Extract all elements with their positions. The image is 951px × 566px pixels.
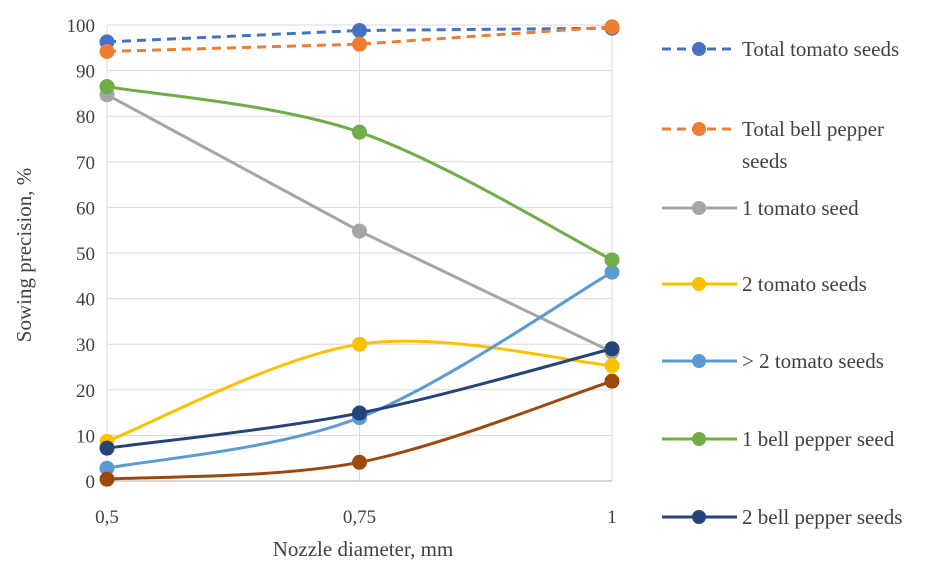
legend-label: 1 bell pepper seed	[742, 427, 895, 451]
data-point	[604, 341, 620, 357]
series-line	[106, 25, 613, 53]
y-axis-ticks: 0 10 20 30 40 50 60 70 80 90 100	[67, 16, 96, 493]
y-tick-label: 40	[76, 290, 95, 311]
legend-marker	[692, 510, 706, 524]
y-tick-label: 10	[76, 426, 95, 447]
data-point	[99, 440, 115, 456]
x-tick-label: 0,5	[95, 507, 119, 528]
y-tick-label: 70	[76, 153, 95, 174]
legend-label: > 2 tomato seeds	[742, 349, 884, 373]
legend-label: Total bell pepper seeds	[742, 117, 884, 173]
x-tick-label: 1	[607, 507, 617, 528]
legend-marker	[692, 42, 706, 56]
y-tick-label: 50	[76, 244, 95, 265]
data-point	[99, 43, 115, 59]
y-tick-label: 100	[67, 16, 96, 37]
data-point	[352, 454, 367, 470]
legend-marker	[692, 354, 706, 368]
legend-label: Total tomato seeds	[742, 37, 899, 61]
data-point	[604, 373, 620, 389]
y-tick-label: 30	[76, 335, 95, 356]
caption-fragment: r	[0, 0, 7, 3]
series-group	[99, 19, 620, 487]
legend-marker	[692, 201, 706, 215]
legend-marker	[692, 432, 706, 446]
y-tick-label: 80	[76, 107, 95, 128]
data-point	[604, 19, 620, 35]
data-point	[99, 471, 115, 487]
data-point	[99, 79, 115, 95]
y-tick-label: 20	[76, 381, 95, 402]
x-tick-label: 0,75	[343, 507, 376, 528]
data-point	[352, 22, 367, 38]
legend-marker	[692, 122, 706, 136]
data-point	[352, 405, 367, 421]
data-point	[352, 223, 367, 239]
x-axis-ticks: 0,5 0,75 1	[95, 507, 617, 528]
x-axis-title: Nozzle diameter, mm	[273, 537, 454, 561]
data-point	[604, 252, 620, 268]
y-tick-label: 0	[86, 472, 96, 493]
legend-label: 2 tomato seeds	[742, 272, 867, 296]
legend: Total tomato seeds Total bell pepper seeds…	[662, 37, 902, 529]
series-line	[106, 26, 613, 44]
y-tick-label: 90	[76, 62, 95, 83]
y-axis-title: Sowing precision, %	[12, 168, 36, 342]
legend-label: 2 bell pepper seeds	[742, 505, 902, 529]
y-tick-label: 60	[76, 198, 95, 219]
legend-label: 1 tomato seed	[742, 196, 859, 220]
data-point	[352, 336, 367, 352]
data-point	[604, 358, 620, 374]
legend-marker	[692, 277, 706, 291]
data-point	[352, 124, 367, 140]
data-point	[352, 36, 367, 52]
